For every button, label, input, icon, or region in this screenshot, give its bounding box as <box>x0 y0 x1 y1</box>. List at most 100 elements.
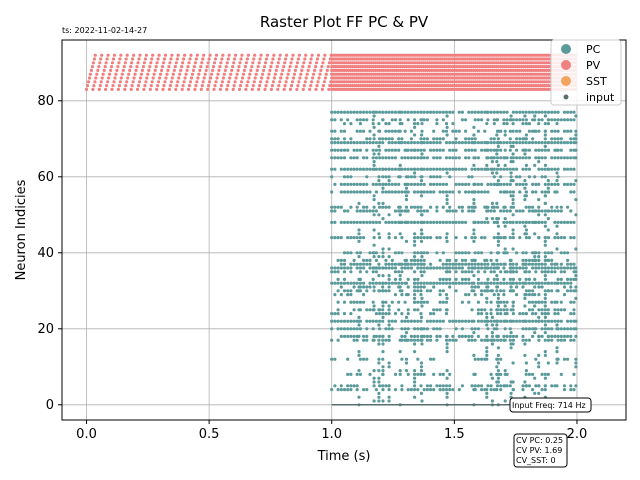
pc-spike <box>365 220 369 224</box>
pc-spike <box>441 384 445 388</box>
pc-spike <box>372 334 376 338</box>
pc-spike <box>387 167 391 171</box>
pc-spike <box>524 327 528 331</box>
pc-spike <box>543 353 548 357</box>
pc-spike <box>342 137 347 141</box>
pc-spike <box>365 262 369 266</box>
pc-spike <box>523 281 527 285</box>
pc-spike <box>464 118 468 122</box>
pc-spike <box>543 129 547 133</box>
pc-spike <box>492 236 496 240</box>
pc-spike <box>368 220 372 224</box>
pv-spike <box>135 65 139 69</box>
pc-spike <box>387 327 391 331</box>
pc-spike <box>342 262 347 266</box>
pc-spike <box>381 182 385 186</box>
pc-spike <box>349 205 353 209</box>
pc-spike <box>518 220 522 224</box>
pc-spike <box>374 156 378 160</box>
pc-spike <box>550 209 554 213</box>
pc-spike <box>499 312 503 316</box>
pc-spike <box>534 141 538 145</box>
pc-spike <box>508 209 512 213</box>
pv-spike <box>205 65 209 69</box>
pv-spike <box>181 61 185 65</box>
pc-spike <box>572 388 576 392</box>
pv-spike <box>219 84 223 88</box>
pc-spike <box>393 129 398 133</box>
pc-spike <box>509 171 513 175</box>
pc-spike <box>524 251 528 255</box>
pc-spike <box>476 327 480 331</box>
pc-spike <box>476 110 480 114</box>
pc-spike <box>476 220 480 224</box>
pc-spike <box>384 175 388 179</box>
pv-spike <box>310 80 314 84</box>
pc-spike <box>521 384 525 388</box>
pc-spike <box>416 281 420 285</box>
pv-spike <box>151 76 155 80</box>
pc-spike <box>546 209 550 213</box>
pc-spike <box>358 327 362 331</box>
pc-spike <box>511 141 515 145</box>
pc-spike <box>574 334 578 338</box>
pv-spike <box>290 80 295 84</box>
pc-spike <box>400 357 404 361</box>
pc-spike <box>540 327 544 331</box>
pc-spike <box>537 353 541 357</box>
pc-spike <box>499 175 503 179</box>
pc-spike <box>330 357 334 361</box>
pc-spike <box>387 395 391 399</box>
pc-spike <box>372 125 376 129</box>
pc-spike <box>413 182 417 186</box>
pc-spike <box>362 236 366 240</box>
pc-spike <box>457 141 461 145</box>
pv-spike <box>243 65 247 69</box>
pc-spike <box>365 319 369 323</box>
pc-spike <box>371 270 375 274</box>
pc-spike <box>559 319 563 323</box>
pc-spike <box>390 190 394 194</box>
pc-spike <box>409 167 413 171</box>
pc-spike <box>387 247 391 251</box>
pc-spike <box>515 334 519 338</box>
pc-spike <box>387 334 391 338</box>
pv-spike <box>314 61 319 65</box>
pc-spike <box>435 319 439 323</box>
pc-spike <box>546 122 551 126</box>
pc-spike <box>534 300 538 304</box>
pc-spike <box>534 182 538 186</box>
pc-spike <box>365 205 369 209</box>
pv-spike <box>160 68 164 72</box>
pc-spike <box>464 141 468 145</box>
pc-spike <box>467 281 471 285</box>
pv-spike <box>235 72 239 76</box>
pc-spike <box>400 327 404 331</box>
pc-spike <box>503 247 507 251</box>
pc-spike <box>509 205 513 209</box>
pc-spike <box>445 266 449 270</box>
pv-spike <box>200 84 204 88</box>
pc-spike <box>333 167 337 171</box>
pc-spike <box>505 300 509 304</box>
pc-spike <box>527 129 532 133</box>
pc-spike <box>505 167 509 171</box>
pv-spike <box>111 57 116 61</box>
pc-spike <box>390 167 394 171</box>
pc-spike <box>457 190 461 194</box>
pc-spike <box>420 152 424 156</box>
pc-spike <box>485 156 489 160</box>
pc-spike <box>400 319 404 323</box>
pc-spike <box>534 110 538 114</box>
pc-spike <box>372 285 376 289</box>
pc-spike <box>489 270 493 274</box>
pc-spike <box>404 315 409 319</box>
pc-spike <box>476 270 480 274</box>
pc-spike <box>569 334 573 338</box>
pc-spike <box>362 266 366 270</box>
input-freq-annotation: Input Freq: 714 Hz <box>509 397 592 413</box>
pv-spike <box>136 84 141 88</box>
pc-spike <box>339 281 343 285</box>
pc-spike <box>368 141 372 145</box>
pc-spike <box>425 266 429 270</box>
